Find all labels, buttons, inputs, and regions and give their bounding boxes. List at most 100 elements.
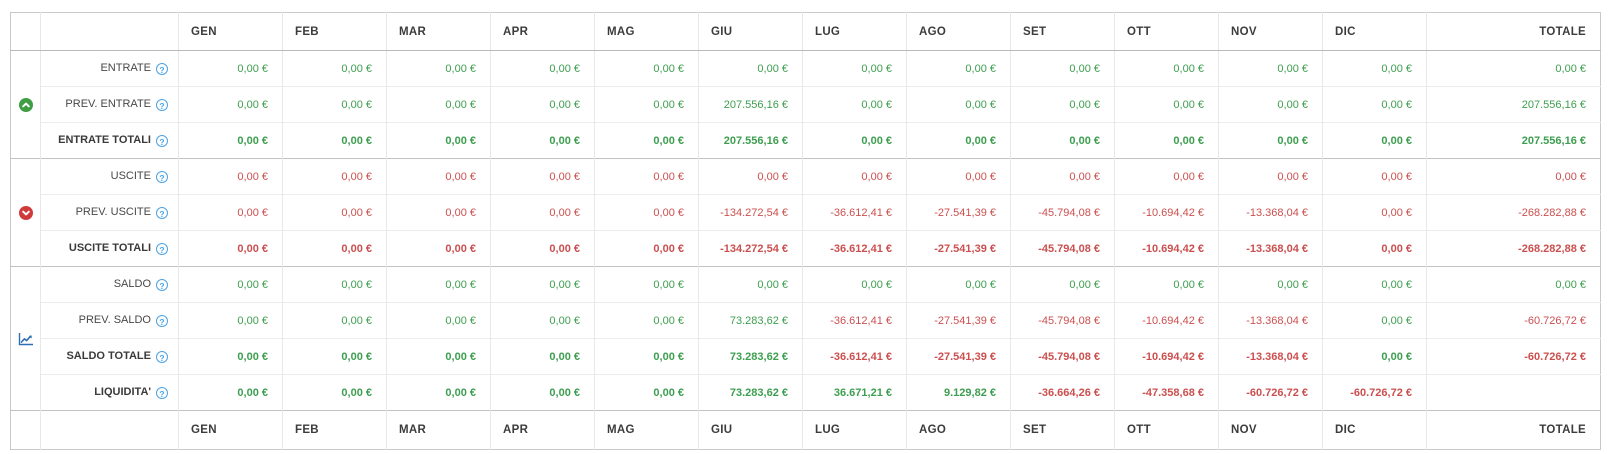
value-cell: -134.272,54 €: [698, 230, 803, 267]
total-value-cell: -268.282,88 €: [1426, 230, 1601, 267]
value-cell: 0,00 €: [1218, 266, 1323, 303]
row-label-cell: ENTRATE TOTALI?: [40, 122, 179, 159]
table-footer: GEN FEB MAR APR MAG GIU LUG AGO SET OTT NOV DIC TOTA…: [10, 410, 1601, 450]
value-cell: 0,00 €: [1010, 122, 1115, 159]
value-cell: -13.368,04 €: [1218, 230, 1323, 267]
value-cell: -60.726,72 €: [1218, 374, 1323, 411]
value-cell: 0,00 €: [490, 122, 595, 159]
total-value-cell: 0,00 €: [1426, 266, 1601, 303]
value-cell: 0,00 €: [698, 266, 803, 303]
column-header-month-giu: GIU: [698, 12, 803, 51]
help-icon[interactable]: ?: [156, 207, 168, 219]
table-row-prev-entrate: PREV. ENTRATE? 0,00 €0,00 €0,00 €0,00 €0,…: [11, 86, 1601, 123]
value-cell: 0,00 €: [698, 158, 803, 195]
table-row-prev-saldo: PREV. SALDO? 0,00 €0,00 €0,00 €0,00 €0,00…: [11, 302, 1601, 339]
value-cell: 0,00 €: [178, 158, 283, 195]
value-cell: 0,00 €: [1114, 158, 1219, 195]
value-cell: 0,00 €: [490, 230, 595, 267]
column-footer-month-ago: AGO: [906, 410, 1011, 450]
column-header-month-ott: OTT: [1114, 12, 1219, 51]
value-cell: 0,00 €: [386, 86, 491, 123]
value-cell: 0,00 €: [1114, 122, 1219, 159]
help-icon[interactable]: ?: [156, 63, 168, 75]
table-row-entrate-totali: ENTRATE TOTALI? 0,00 €0,00 €0,00 €0,00 €0…: [11, 122, 1601, 159]
value-cell: 0,00 €: [1322, 338, 1427, 375]
column-footer-month-ott: OTT: [1114, 410, 1219, 450]
value-cell: 0,00 €: [178, 230, 283, 267]
value-cell: 0,00 €: [1010, 50, 1115, 87]
row-label-cell: PREV. ENTRATE?: [40, 86, 179, 123]
value-cell: -60.726,72 €: [1322, 374, 1427, 411]
help-icon[interactable]: ?: [156, 135, 168, 147]
value-cell: 0,00 €: [282, 122, 387, 159]
value-cell: 0,00 €: [906, 86, 1011, 123]
value-cell: -45.794,08 €: [1010, 194, 1115, 231]
row-label-cell: SALDO?: [40, 266, 179, 303]
help-icon[interactable]: ?: [156, 387, 168, 399]
value-cell: 0,00 €: [178, 266, 283, 303]
group-icon-cell-uscite: [10, 158, 41, 267]
row-label: SALDO TOTALE: [66, 350, 151, 362]
help-icon[interactable]: ?: [156, 171, 168, 183]
value-cell: -47.358,68 €: [1114, 374, 1219, 411]
total-value-cell: 0,00 €: [1426, 50, 1601, 87]
value-cell: 0,00 €: [1322, 86, 1427, 123]
value-cell: 207.556,16 €: [698, 86, 803, 123]
row-label-cell: USCITE TOTALI?: [40, 230, 179, 267]
line-chart-icon[interactable]: [18, 332, 34, 346]
column-footer-spacer-label-col: [40, 410, 179, 450]
row-label: ENTRATE TOTALI: [58, 134, 151, 146]
column-header-month-lug: LUG: [802, 12, 907, 51]
column-header-total: TOTALE: [1426, 12, 1601, 51]
value-cell: 0,00 €: [1218, 50, 1323, 87]
column-footer-month-apr: APR: [490, 410, 595, 450]
total-value-cell: -60.726,72 €: [1426, 338, 1601, 375]
column-footer-month-mar: MAR: [386, 410, 491, 450]
value-cell: 0,00 €: [802, 122, 907, 159]
arrow-down-circle-icon[interactable]: [18, 205, 33, 220]
value-cell: 0,00 €: [802, 50, 907, 87]
value-cell: 0,00 €: [178, 338, 283, 375]
column-header-spacer-label-col: [40, 12, 179, 51]
value-cell: -36.612,41 €: [802, 230, 907, 267]
help-icon[interactable]: ?: [156, 243, 168, 255]
help-icon[interactable]: ?: [156, 279, 168, 291]
value-cell: 0,00 €: [594, 50, 699, 87]
value-cell: 0,00 €: [906, 266, 1011, 303]
value-cell: 0,00 €: [178, 194, 283, 231]
row-label: ENTRATE: [100, 62, 151, 74]
help-icon[interactable]: ?: [156, 99, 168, 111]
arrow-up-circle-icon[interactable]: [18, 97, 33, 112]
row-label: PREV. SALDO: [78, 314, 151, 326]
value-cell: 0,00 €: [1322, 302, 1427, 339]
value-cell: 0,00 €: [282, 302, 387, 339]
value-cell: 0,00 €: [282, 230, 387, 267]
value-cell: 0,00 €: [1218, 158, 1323, 195]
value-cell: 0,00 €: [490, 374, 595, 411]
column-footer-spacer-icon-col: [10, 410, 41, 450]
column-header-month-feb: FEB: [282, 12, 387, 51]
value-cell: 0,00 €: [490, 266, 595, 303]
value-cell: 0,00 €: [490, 86, 595, 123]
table-header: GEN FEB MAR APR MAG GIU LUG AGO SET OTT NOV DIC TOTA…: [10, 12, 1601, 51]
value-cell: 0,00 €: [594, 86, 699, 123]
value-cell: 0,00 €: [594, 194, 699, 231]
value-cell: -36.612,41 €: [802, 302, 907, 339]
value-cell: 0,00 €: [1218, 86, 1323, 123]
column-header-month-nov: NOV: [1218, 12, 1323, 51]
value-cell: -36.612,41 €: [802, 194, 907, 231]
value-cell: -27.541,39 €: [906, 338, 1011, 375]
value-cell: 0,00 €: [282, 266, 387, 303]
value-cell: 0,00 €: [802, 86, 907, 123]
column-footer-total: TOTALE: [1426, 410, 1601, 450]
row-label-cell: LIQUIDITA'?: [40, 374, 179, 411]
header-row: GEN FEB MAR APR MAG GIU LUG AGO SET OTT NOV DIC TOTA…: [10, 12, 1601, 51]
help-icon[interactable]: ?: [156, 315, 168, 327]
total-value-cell: -60.726,72 €: [1426, 302, 1601, 339]
value-cell: 9.129,82 €: [906, 374, 1011, 411]
help-icon[interactable]: ?: [156, 351, 168, 363]
column-header-month-mar: MAR: [386, 12, 491, 51]
value-cell: 0,00 €: [1322, 266, 1427, 303]
value-cell: -13.368,04 €: [1218, 194, 1323, 231]
row-label-cell: USCITE?: [40, 158, 179, 195]
